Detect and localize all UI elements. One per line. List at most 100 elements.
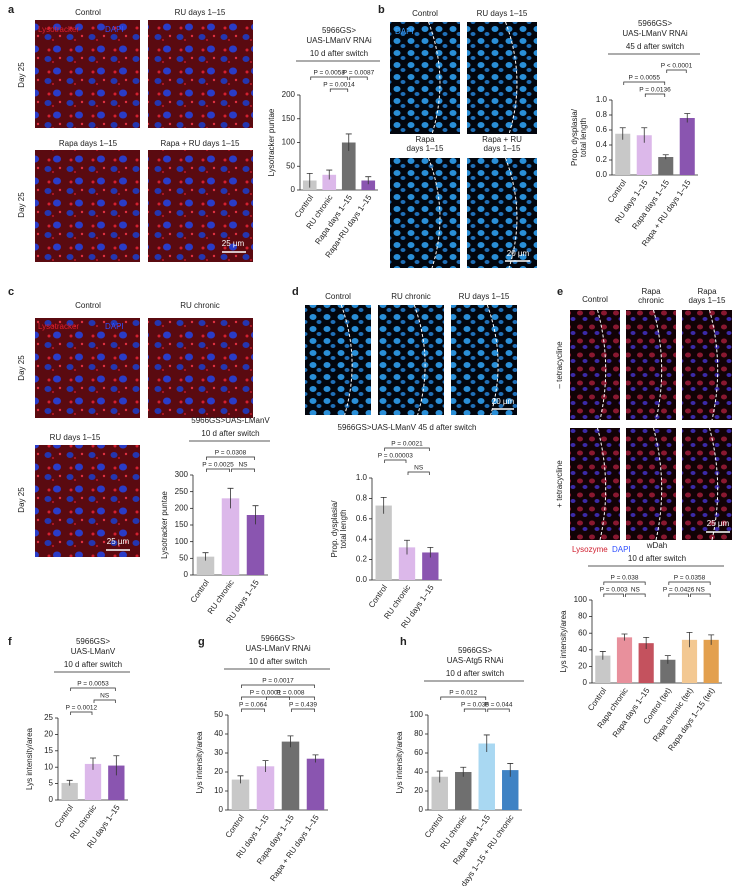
significance-bracket: [644, 93, 666, 97]
bar: [84, 763, 102, 800]
y-tick-label: 150: [175, 520, 189, 529]
y-tick-label: 20: [578, 662, 587, 671]
significance-label: P = 0.035: [461, 702, 489, 709]
error-bar: [483, 734, 490, 753]
significance-label: NS: [631, 587, 641, 594]
y-tick-label: 0.4: [596, 140, 608, 149]
y-tick-label: 0.2: [356, 555, 368, 564]
y-tick-label: 50: [286, 161, 295, 170]
error-bar: [227, 487, 234, 509]
significance-label: P = 0.003: [600, 587, 628, 594]
y-tick-label: 30: [214, 748, 223, 757]
significance-label: P < 0.0001: [661, 63, 693, 70]
significance-bracket: [70, 711, 93, 715]
micrograph-label: days 1–15: [484, 144, 521, 153]
significance-label: P = 0.008: [277, 690, 305, 697]
scale-label: 25 µm: [707, 519, 730, 528]
error-bar: [643, 636, 650, 649]
x-tick-label: Control: [53, 803, 75, 829]
y-tick-label: 100: [574, 595, 588, 604]
significance-label: P = 0.0055: [628, 75, 660, 82]
y-tick-label: 40: [414, 767, 423, 776]
significance-label: P = 0.439: [289, 702, 317, 709]
significance-bracket: [241, 696, 290, 700]
micrograph-label: Control: [325, 292, 351, 301]
bar: [322, 174, 337, 190]
micrograph: [305, 305, 371, 415]
error-bar: [326, 169, 333, 180]
significance-bracket: [690, 593, 711, 597]
significance-label: P = 0.00003: [378, 453, 414, 460]
y-axis-label: Lysotracker puntae: [160, 491, 169, 559]
x-tick-label: Control: [367, 583, 389, 609]
significance-bracket: [329, 88, 349, 92]
y-tick-label: 20: [214, 767, 223, 776]
y-tick-label: 0: [291, 185, 296, 194]
y-tick-label: 1.0: [356, 473, 368, 482]
significance-label: P = 0.0017: [262, 678, 294, 685]
y-tick-label: 0.2: [596, 155, 608, 164]
panel-label: a: [8, 4, 15, 16]
stain-label: DAPI: [395, 27, 414, 36]
y-tick-label: 0: [184, 570, 189, 579]
micrograph-label: RU days 1–15: [50, 433, 101, 442]
y-tick-label: 0: [583, 678, 588, 687]
y-tick-label: 0.0: [596, 170, 608, 179]
scale-label: 20 µm: [492, 397, 515, 406]
y-tick-label: 20: [414, 786, 423, 795]
micrograph: [682, 428, 732, 540]
significance-bracket: [668, 581, 711, 585]
significance-bracket: [666, 69, 687, 73]
error-bar: [252, 505, 259, 525]
error-bar: [380, 496, 387, 514]
chart-title: 5966GS>: [458, 646, 492, 655]
significance-bracket: [487, 708, 510, 712]
bar: [246, 515, 265, 575]
chart-title: 5966GS>: [322, 26, 356, 35]
bar: [502, 770, 519, 810]
y-axis-label: Lys intensity/area: [25, 727, 34, 790]
tissue-outline: [428, 21, 441, 135]
x-tick-label: Control: [606, 178, 628, 204]
y-tick-label: 0.4: [356, 534, 368, 543]
bar: [703, 639, 719, 683]
x-tick-label: Control: [224, 813, 246, 839]
bar: [108, 765, 125, 800]
error-bar: [365, 176, 372, 185]
significance-label: P = 0.0058: [313, 70, 345, 77]
tissue-outline: [340, 304, 353, 416]
y-axis-label: Lys intensity/area: [395, 731, 404, 794]
significance-label: P = 0.0012: [66, 705, 98, 712]
bar: [341, 142, 356, 190]
micrograph-label: RU days 1–15: [175, 8, 226, 17]
error-bar: [427, 546, 434, 558]
tissue-outline: [505, 157, 518, 269]
bar: [306, 758, 325, 810]
significance-bracket: [603, 593, 624, 597]
significance-bracket: [440, 696, 487, 700]
significance-label: NS: [100, 693, 110, 700]
error-bar: [460, 766, 467, 777]
chart-title: 5966GS>: [76, 637, 110, 646]
y-tick-label: 100: [175, 537, 189, 546]
significance-label: P = 0.0021: [391, 441, 423, 448]
micrograph: [378, 305, 444, 415]
error-bar: [599, 651, 606, 660]
error-bar: [708, 634, 715, 645]
x-tick-label: Control: [586, 686, 608, 712]
micrograph-label: days 1–15: [689, 296, 726, 305]
error-bar: [404, 539, 410, 555]
bar: [681, 639, 698, 683]
significance-bracket: [206, 468, 230, 472]
stain-label: Lysozyme: [572, 545, 608, 554]
micrograph-label: RU days 1–15: [477, 9, 528, 18]
significance-label: P = 0.0053: [77, 681, 109, 688]
y-tick-label: 10: [214, 786, 223, 795]
scale-label: 20 µm: [507, 249, 530, 258]
chart-title: UAS-LManV: [71, 647, 116, 656]
y-tick-label: 40: [214, 729, 223, 738]
y-tick-label: 200: [175, 503, 189, 512]
y-tick-label: 40: [578, 645, 587, 654]
y-tick-label: 80: [414, 729, 423, 738]
